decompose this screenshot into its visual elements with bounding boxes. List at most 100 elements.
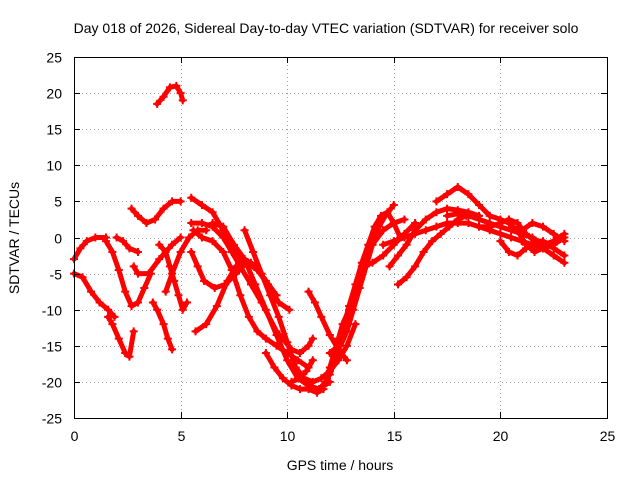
data-point [283,338,292,347]
y-tick-label: 15 [46,122,62,138]
data-point [197,201,206,210]
series-s32 [496,237,569,260]
data-point [464,190,473,199]
y-tick-label: -25 [42,411,62,427]
data-point [174,291,183,300]
data-point [208,237,217,246]
data-point [223,276,232,285]
data-point [193,226,202,235]
data-point [304,287,313,296]
data-point [178,305,187,314]
data-point [385,262,394,271]
data-point [560,229,569,238]
series-line [163,227,209,295]
data-point [133,298,142,307]
data-point [266,291,275,300]
data-point [270,363,279,372]
data-point [400,233,409,242]
data-point [308,377,317,386]
data-point [127,302,136,311]
data-point [549,244,558,253]
data-point [133,211,142,220]
data-point [321,377,330,386]
data-point [140,284,149,293]
data-point [185,233,194,242]
data-point [112,233,121,242]
chart-title: Day 018 of 2026, Sidereal Day-to-day VTE… [74,20,579,36]
data-point [168,240,177,249]
data-point [249,247,258,256]
series-line [327,209,403,378]
data-point [104,305,113,314]
data-point [485,222,494,231]
series-s1 [70,233,110,264]
series-s10 [153,81,187,108]
data-point [197,219,206,228]
data-point [159,320,168,329]
data-point [368,258,377,267]
data-point [317,374,326,383]
data-point [208,219,217,228]
data-point [355,284,364,293]
data-point [421,226,430,235]
data-point [261,305,270,314]
y-tick-label: 25 [46,50,62,66]
data-point [504,247,513,256]
data-point [304,385,313,394]
data-point [151,215,160,224]
data-point [295,374,304,383]
data-point [338,327,347,336]
data-point [317,312,326,321]
data-point [475,201,484,210]
data-point [443,211,452,220]
data-point [291,363,300,372]
data-point [182,298,191,307]
data-point [108,247,117,256]
data-point [379,251,388,260]
data-point [345,302,354,311]
data-point [202,226,211,235]
data-point [411,262,420,271]
data-point [133,247,142,256]
plot-area [70,81,569,397]
data-point [161,287,170,296]
data-point [142,219,151,228]
data-point [402,273,411,282]
data-point [528,219,537,228]
data-point [91,233,100,242]
data-point [133,269,142,278]
data-point [549,237,558,246]
y-tick-label: -5 [50,267,63,283]
data-point [168,345,177,354]
data-point [159,204,168,213]
y-tick-label: 5 [54,194,62,210]
data-point [161,247,170,256]
data-point [82,237,91,246]
data-point [325,349,334,358]
data-point [453,209,462,218]
data-point [127,204,136,213]
data-point [87,287,96,296]
data-point [295,385,304,394]
data-point [144,269,153,278]
data-point [443,190,452,199]
data-point [332,352,341,361]
data-point [168,197,177,206]
data-point [370,222,379,231]
y-tick-label: -10 [42,303,62,319]
data-point [285,305,294,314]
data-point [129,327,138,336]
data-point [411,219,420,228]
data-point [549,229,558,238]
data-point [155,255,164,264]
data-point [197,233,206,242]
data-point [421,215,430,224]
data-point [464,211,473,220]
data-point [287,377,296,386]
series-line [387,206,482,269]
data-point [193,262,202,271]
data-point [176,233,185,242]
data-point [549,251,558,260]
data-point [530,247,539,256]
